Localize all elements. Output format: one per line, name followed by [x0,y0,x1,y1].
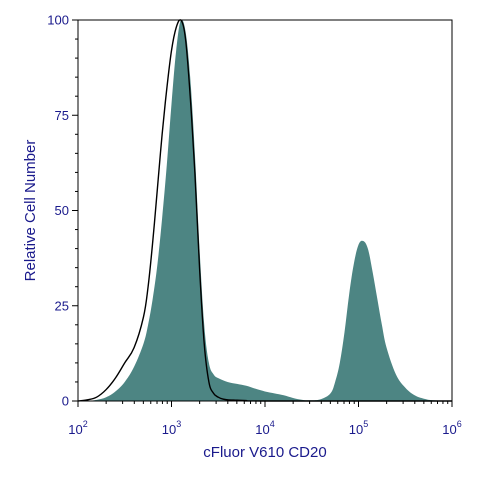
y-tick-label: 0 [62,394,69,409]
y-axis-title: Relative Cell Number [22,140,39,282]
x-tick-label: 102 [68,419,87,437]
x-axis-title: cFluor V610 CD20 [203,444,326,461]
y-tick-label: 50 [55,203,69,218]
y-axis: 0 25 50 75 100 [47,13,78,409]
x-axis: 102 103 104 105 106 [68,401,462,437]
y-tick-label: 100 [47,13,69,28]
x-tick-label: 106 [442,419,461,437]
x-tick-label: 105 [349,419,368,437]
stained-histogram-area [78,19,452,401]
x-tick-label: 103 [162,419,181,437]
y-tick-label: 25 [55,298,69,313]
y-tick-label: 75 [55,108,69,123]
x-tick-label: 104 [255,419,274,437]
